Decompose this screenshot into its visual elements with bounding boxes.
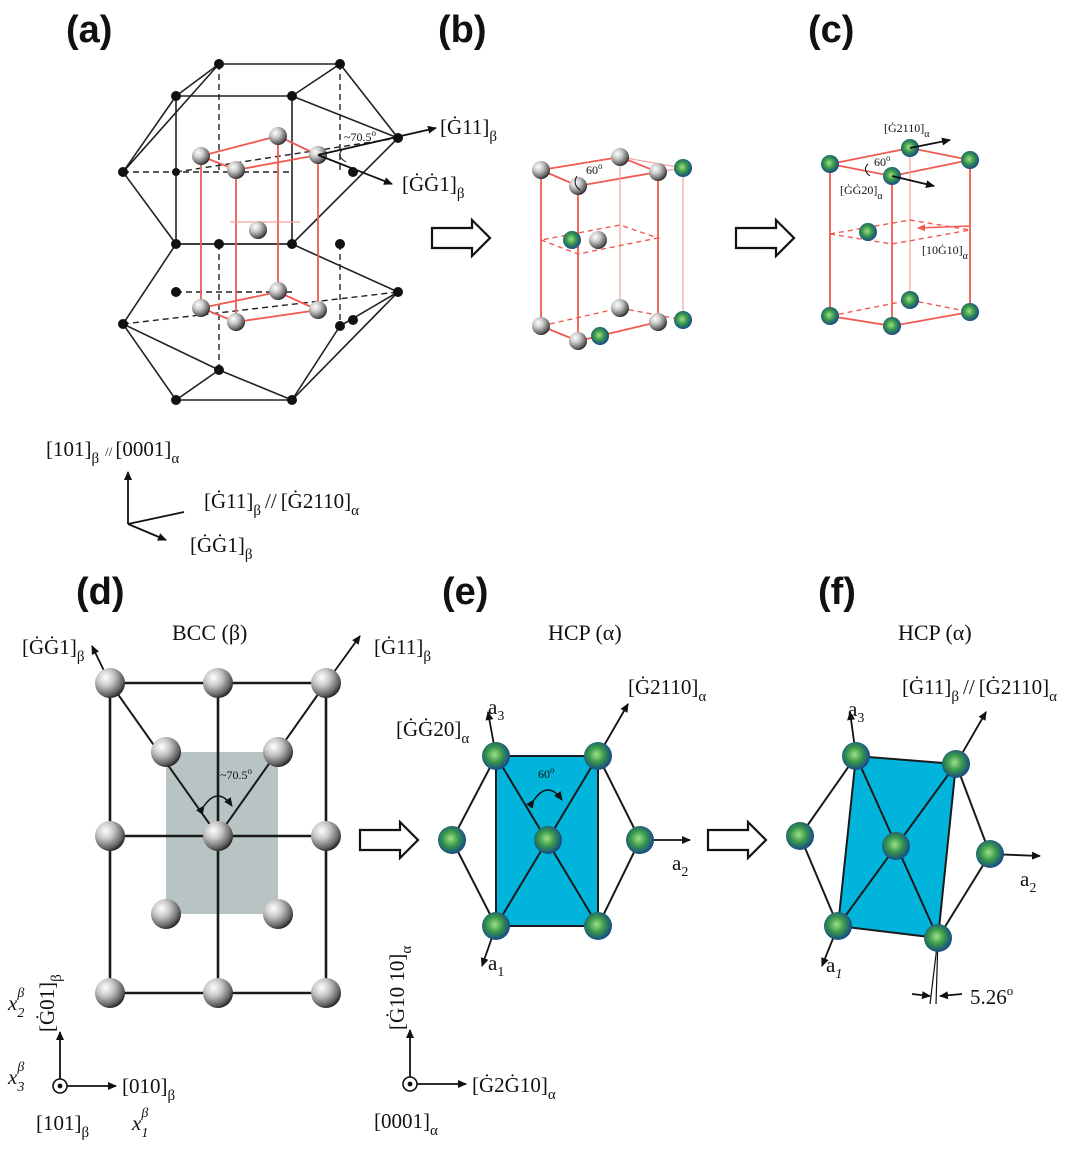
panel-label-a: (a) — [66, 9, 112, 51]
panel-c-dir1: [Ġ2110]α — [884, 120, 930, 140]
panel-a-axis-right: [Ġ11]β//[Ġ2110]α — [204, 489, 359, 519]
panel-label-d: (d) — [76, 571, 125, 613]
panel-d-axis-up: [Ġ01]β — [35, 974, 65, 1032]
panel-a-dir2: [ĠĠ1]β — [402, 172, 464, 202]
panel-b-angle: 60o — [586, 161, 603, 177]
panel-e-axis-up: [Ġ10 10]α — [385, 946, 415, 1030]
panel-a-angle: ~70.5o — [344, 128, 377, 144]
panel-f-a3: a3 — [848, 697, 864, 726]
panel-e-dir-left: [ĠĠ20]α — [396, 717, 469, 747]
panel-e-a3: a3 — [488, 695, 504, 724]
transition-arrow-bc — [734, 217, 796, 259]
panel-e-hcp-basal: HCP (α) 60o [Ġ2110]α [ĠĠ20]α a3 a2 a1 — [396, 620, 706, 980]
panel-a-dir1: [Ġ11]β — [440, 115, 497, 145]
panel-f-a1: a1 — [826, 953, 842, 982]
panel-d-axis-x2: x2β — [7, 986, 24, 1021]
panel-f-a2: a2 — [1020, 867, 1036, 896]
panel-c-dir2: [ĠĠ20]α — [840, 182, 883, 202]
panel-b-hcp-cell: 60o — [532, 148, 692, 350]
panel-a-axis-up: [101]β//[0001]α — [46, 437, 179, 467]
panel-a-axis-down: [ĠĠ1]β — [190, 533, 252, 563]
panel-c-hcp-cell: 60o [Ġ2110]α [ĠĠ20]α [10Ġ10]α — [821, 120, 979, 335]
panel-d-axis-x3: x3β — [7, 1060, 24, 1095]
panel-d-axis-origin: [101]β — [36, 1111, 89, 1141]
panel-a-axes: [101]β//[0001]α [Ġ11]β//[Ġ2110]α [ĠĠ1]β — [46, 437, 359, 563]
panel-e-axis-origin: [0001]α — [374, 1109, 438, 1139]
panel-d-axes: [Ġ01]β x2β x3β [010]β [101]β x1β — [7, 974, 175, 1141]
panel-f-tilt: 5.26o — [970, 983, 1013, 1009]
panel-d-bcc-projection: BCC (β) ~70.5o [ĠĠ1]β [Ġ11]β — [22, 620, 431, 1008]
panel-e-a2: a2 — [672, 851, 688, 880]
panel-d-title: BCC (β) — [172, 620, 247, 645]
panel-d-axis-right: [010]β — [122, 1074, 175, 1104]
panel-a-bcc-lattice: ~70.5o [Ġ11]β [ĠĠ1]β — [118, 59, 497, 405]
panel-f-dir: [Ġ11]β//[Ġ2110]α — [902, 675, 1057, 705]
transition-arrow-de — [358, 819, 420, 861]
panel-d-angle: ~70.5o — [220, 766, 253, 782]
transition-arrow-ef — [706, 819, 768, 861]
panel-f-hcp-tilted: HCP (α) [Ġ11]β//[Ġ2110]α a3 a2 a1 5.26o — [786, 620, 1057, 1009]
panel-e-a1: a1 — [488, 951, 504, 980]
transition-arrow-ab — [430, 217, 492, 259]
panel-e-angle: 60o — [538, 765, 555, 781]
panel-e-axes: [Ġ10 10]α [Ġ2Ġ10]α [0001]α — [374, 946, 556, 1139]
panel-label-e: (e) — [442, 571, 488, 613]
panel-e-axis-right: [Ġ2Ġ10]α — [472, 1073, 556, 1103]
panel-c-dir3: [10Ġ10]α — [922, 242, 969, 262]
panel-d-dir-left: [ĠĠ1]β — [22, 635, 84, 665]
panel-label-c: (c) — [808, 9, 854, 51]
panel-label-b: (b) — [438, 9, 487, 51]
panel-label-f: (f) — [818, 571, 856, 613]
panel-d-dir-right: [Ġ11]β — [374, 635, 431, 665]
panel-e-title: HCP (α) — [548, 620, 622, 645]
panel-e-dir-right: [Ġ2110]α — [628, 675, 706, 705]
panel-f-title: HCP (α) — [898, 620, 972, 645]
panel-c-angle: 60o — [874, 153, 891, 169]
panel-d-axis-x1: x1β — [131, 1106, 148, 1141]
